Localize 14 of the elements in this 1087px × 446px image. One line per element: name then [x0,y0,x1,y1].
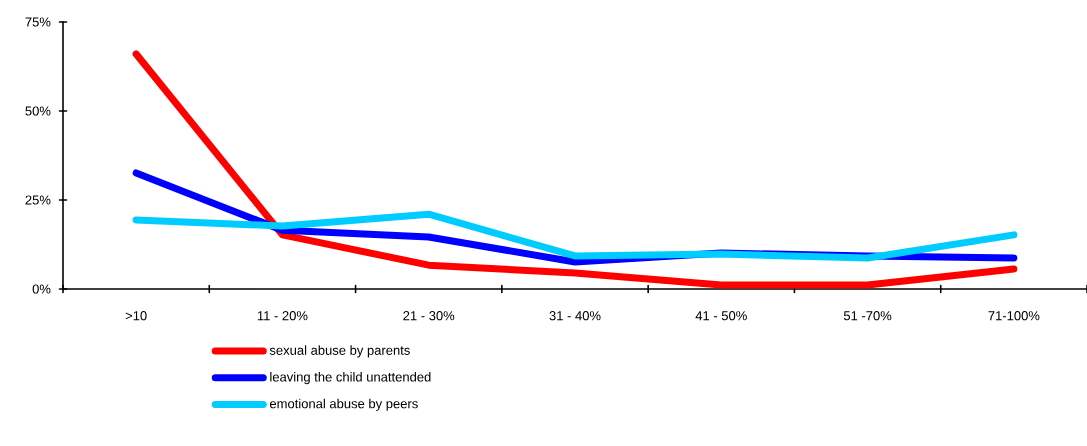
y-tick-label: 25% [25,195,51,205]
legend-label: leaving the child unattended [270,372,431,385]
x-tick-label: 11 - 20% [257,311,308,321]
x-tick-label: 51 -70% [843,311,892,321]
x-tick-label: 41 - 50% [695,311,747,321]
x-tick-label: 71-100% [988,311,1040,321]
legend-label: sexual abuse by parents [269,345,410,358]
legend-label: emotional abuse by peers [269,398,418,411]
y-tick-label: 0% [32,284,51,294]
y-tick-label: 50% [25,106,51,116]
x-tick-label: >10 [125,311,147,321]
y-tick-label: 75% [25,17,51,27]
x-tick-label: 31 - 40% [549,311,601,321]
x-tick-label: 21 - 30% [403,311,455,321]
